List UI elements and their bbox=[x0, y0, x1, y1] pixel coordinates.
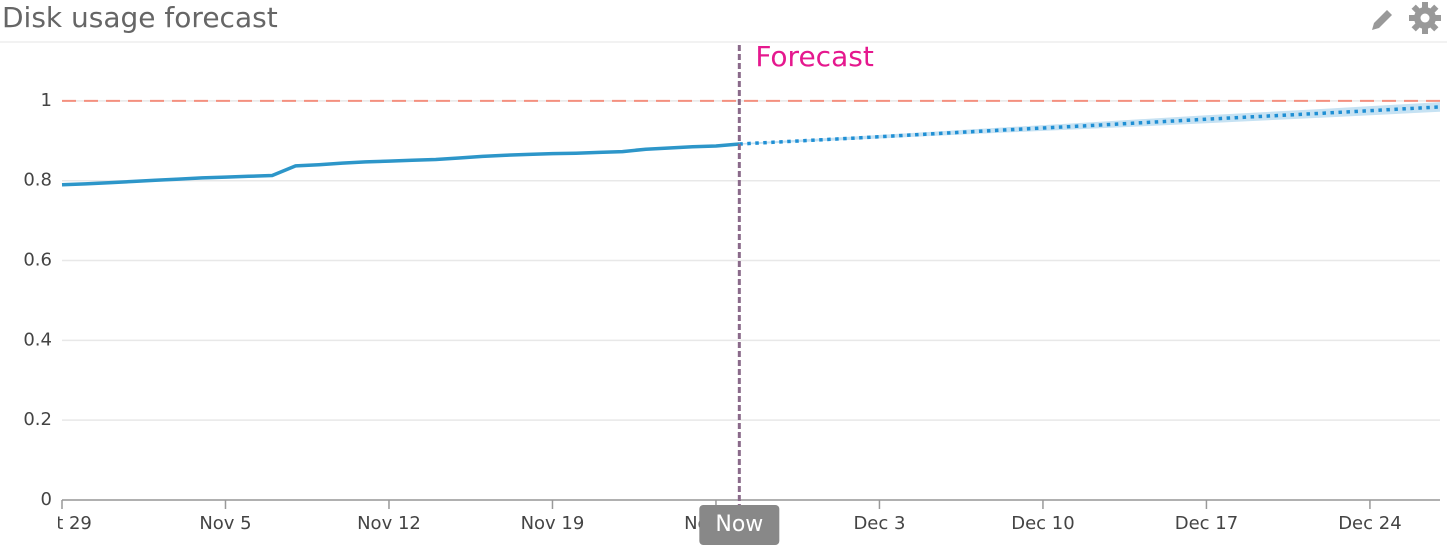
settings-icon[interactable] bbox=[1409, 2, 1441, 34]
x-tick-label: Nov 19 bbox=[521, 513, 585, 534]
series-line bbox=[739, 105, 1441, 146]
series-line bbox=[61, 142, 740, 187]
edit-icon[interactable] bbox=[1372, 10, 1392, 30]
x-tick-label: Dec 3 bbox=[853, 513, 905, 534]
x-tick-label: Nov 5 bbox=[199, 513, 251, 534]
x-tick-label: Dec 24 bbox=[1338, 513, 1401, 534]
y-tick-label: 0.2 bbox=[23, 409, 52, 430]
x-tick-label: Dec 17 bbox=[1175, 513, 1238, 534]
x-tick-label: Nov 12 bbox=[357, 513, 421, 534]
x-tick-label: Dec 10 bbox=[1011, 513, 1074, 534]
x-tick-label: Oct 29 bbox=[32, 513, 92, 534]
y-tick-label: 0.8 bbox=[23, 170, 52, 191]
forecast-band bbox=[739, 102, 1440, 145]
now-badge bbox=[699, 505, 780, 545]
forecast-label: Forecast bbox=[755, 40, 874, 73]
chart-title: Disk usage forecast bbox=[2, 1, 278, 34]
y-tick-label: 0.6 bbox=[23, 250, 52, 271]
y-tick-label: 0 bbox=[41, 489, 52, 510]
y-tick-label: 1 bbox=[41, 90, 52, 111]
now-label: Now bbox=[715, 512, 763, 537]
y-tick-label: 0.4 bbox=[23, 329, 52, 350]
